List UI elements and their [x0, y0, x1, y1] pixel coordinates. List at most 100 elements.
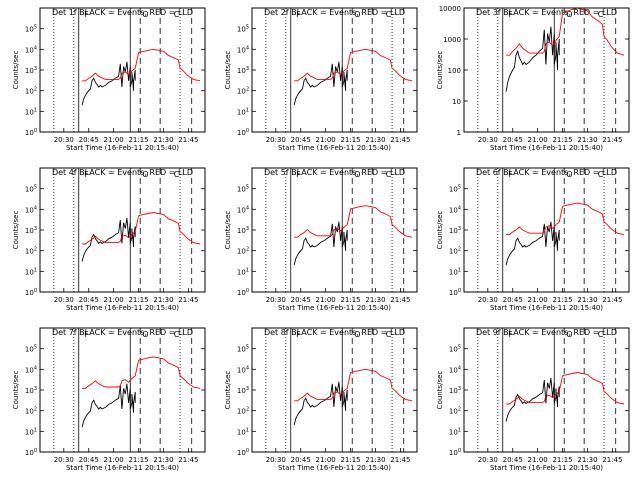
event-marker-letter: C: [386, 10, 392, 19]
x-axis-label: Start Time (16-Feb-11 20:15:40): [490, 464, 603, 472]
lld-series-line: [506, 372, 625, 405]
y-tick-label: 104: [237, 45, 249, 54]
y-tick-label: 100: [237, 448, 249, 457]
event-marker-letter: F: [508, 170, 513, 179]
y-tick-label: 100: [237, 288, 249, 297]
event-marker-letter: F: [84, 330, 89, 339]
event-marker-letter: C: [174, 170, 180, 179]
x-tick-label: 21:00: [316, 136, 336, 144]
y-tick-label: 101: [25, 427, 37, 436]
y-tick-label: 101: [237, 107, 249, 116]
y-tick-label: 103: [237, 66, 249, 75]
y-tick-label: 102: [237, 87, 249, 96]
x-tick-label: 21:45: [390, 136, 410, 144]
y-tick-label: 102: [449, 247, 461, 256]
y-tick-label: 101: [449, 427, 461, 436]
lld-series-line: [294, 48, 413, 82]
x-tick-label: 21:00: [528, 296, 548, 304]
y-tick-label: 1: [457, 129, 461, 137]
event-marker-letter: O: [142, 10, 148, 19]
x-axis-label: Start Time (16-Feb-11 20:15:40): [490, 144, 603, 152]
panel-title: Det 5f BLACK = Events, RED = LLD: [264, 168, 405, 177]
y-tick-label: 100: [448, 67, 461, 75]
y-tick-label: 105: [25, 25, 37, 34]
y-tick-label: 100: [449, 288, 461, 297]
y-tick-label: 102: [25, 407, 37, 416]
y-tick-label: 104: [237, 205, 249, 214]
y-axis-label: Counts/sec: [224, 51, 232, 90]
panel-title: Det 9f BLACK = Events, RED = LLD: [476, 328, 617, 337]
x-tick-label: 21:15: [552, 456, 572, 464]
event-marker-letter: F: [508, 330, 513, 339]
event-marker-letter: O: [566, 330, 572, 339]
y-axis-label: Counts/sec: [436, 371, 444, 410]
y-tick-label: 100: [25, 288, 37, 297]
y-tick-label: 102: [25, 87, 37, 96]
y-tick-label: 101: [25, 107, 37, 116]
x-tick-label: 20:45: [503, 296, 523, 304]
x-tick-label: 20:30: [266, 296, 286, 304]
x-tick-label: 20:45: [503, 456, 523, 464]
y-axis-label: Counts/sec: [436, 211, 444, 250]
y-tick-label: 105: [237, 185, 249, 194]
x-tick-label: 21:00: [104, 136, 124, 144]
x-tick-label: 20:45: [291, 136, 311, 144]
x-tick-label: 21:45: [178, 296, 198, 304]
x-tick-label: 21:30: [365, 136, 385, 144]
event-marker-letter: O: [354, 10, 360, 19]
x-tick-label: 21:45: [602, 136, 622, 144]
y-axis-label: Counts/sec: [224, 211, 232, 250]
y-tick-label: 103: [25, 226, 37, 235]
event-marker-letter: C: [174, 330, 180, 339]
x-tick-label: 21:15: [552, 136, 572, 144]
x-axis-label: Start Time (16-Feb-11 20:15:40): [66, 144, 179, 152]
x-tick-label: 21:00: [104, 456, 124, 464]
x-tick-label: 21:00: [316, 296, 336, 304]
event-marker-letter: O: [566, 170, 572, 179]
y-tick-label: 103: [25, 66, 37, 75]
events-series-line: [81, 61, 136, 106]
panel-title: Det 1f BLACK = Events, RED = LLD: [52, 8, 193, 17]
x-tick-label: 21:45: [602, 456, 622, 464]
x-tick-label: 21:00: [104, 296, 124, 304]
x-axis-label: Start Time (16-Feb-11 20:15:40): [66, 304, 179, 312]
event-marker-letter: F: [84, 170, 89, 179]
events-series-line: [293, 221, 348, 266]
x-tick-label: 21:15: [340, 136, 360, 144]
y-tick-label: 103: [449, 386, 461, 395]
event-marker-letter: F: [84, 10, 89, 19]
y-tick-label: 105: [25, 185, 37, 194]
event-marker-letter: C: [386, 170, 392, 179]
lld-series-line: [82, 356, 201, 389]
event-marker-letter: O: [566, 10, 572, 19]
lld-series-line: [82, 212, 201, 245]
x-tick-label: 21:15: [340, 296, 360, 304]
x-tick-label: 21:15: [128, 136, 148, 144]
x-tick-label: 21:45: [390, 296, 410, 304]
y-tick-label: 101: [237, 427, 249, 436]
events-series-line: [505, 378, 560, 422]
y-axis-label: Counts/sec: [12, 51, 20, 90]
y-tick-label: 103: [237, 386, 249, 395]
event-marker-letter: C: [598, 170, 604, 179]
x-axis-label: Start Time (16-Feb-11 20:15:40): [490, 304, 603, 312]
y-tick-label: 10000: [439, 5, 461, 13]
y-tick-label: 101: [237, 267, 249, 276]
y-tick-label: 103: [25, 386, 37, 395]
y-tick-label: 105: [237, 345, 249, 354]
x-tick-label: 21:30: [577, 456, 597, 464]
event-marker-letter: O: [142, 330, 148, 339]
y-tick-label: 104: [25, 365, 37, 374]
y-tick-label: 10: [452, 98, 461, 106]
event-marker-letter: O: [354, 170, 360, 179]
events-series-line: [505, 221, 560, 266]
lld-series-line: [506, 7, 625, 56]
event-marker-letter: C: [598, 330, 604, 339]
